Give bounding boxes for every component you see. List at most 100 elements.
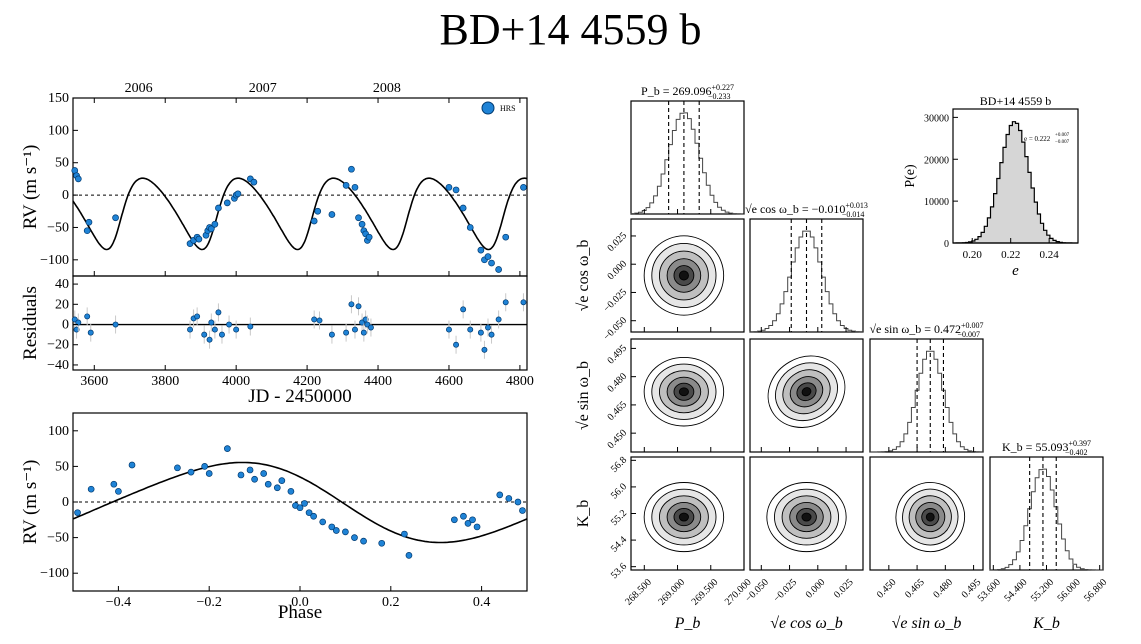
data-point xyxy=(445,183,453,191)
x-tick-label: 53.600 xyxy=(976,577,1003,604)
y-tick-label: 0 xyxy=(944,239,949,250)
y-tick-label: 10000 xyxy=(924,197,949,208)
y-tick-label: −50 xyxy=(47,220,69,235)
data-point xyxy=(328,523,336,531)
x-tick-label: 4600 xyxy=(435,374,463,389)
x-tick-label: −0.2 xyxy=(196,595,221,610)
data-point xyxy=(473,523,481,531)
data-point xyxy=(187,326,193,333)
data-point xyxy=(316,317,323,324)
y-tick-label: 20000 xyxy=(924,155,949,166)
data-point xyxy=(488,331,495,338)
data-point xyxy=(466,224,474,231)
posterior-title-lower: −0.402 xyxy=(1065,448,1088,457)
posterior-title: √e sin ω_b = 0.472+0.007 −0.007 xyxy=(869,321,983,339)
eccentricity-annotation-upper: +0.007 xyxy=(1055,133,1070,138)
x-tick-label: 56.800 xyxy=(1082,577,1109,604)
y-tick-label: 0.000 xyxy=(605,259,629,283)
data-point xyxy=(355,303,362,310)
x-tick-label: −0.025 xyxy=(772,577,800,605)
data-point xyxy=(223,199,231,207)
y-tick-label: 0.465 xyxy=(605,399,629,423)
rv-phase-ylabel: RV (m s⁻¹) xyxy=(20,460,41,545)
data-point xyxy=(348,165,355,173)
data-point xyxy=(477,329,484,336)
data-point xyxy=(378,539,386,547)
data-point xyxy=(401,530,408,538)
posterior-title-value: √e sin ω_b = 0.472 xyxy=(869,322,961,336)
corner-cell-frame xyxy=(749,338,864,453)
x-tick-label: 0.0 xyxy=(291,595,309,610)
year-label: 2006 xyxy=(125,81,153,96)
data-point xyxy=(224,445,231,452)
data-point xyxy=(328,331,335,338)
data-point xyxy=(495,316,502,323)
posterior-title-upper: +0.227 xyxy=(711,83,734,92)
data-point xyxy=(311,316,318,323)
corner-cell-frame xyxy=(869,338,984,453)
data-point xyxy=(477,246,485,254)
residuals-xlabel: JD - 2450000 xyxy=(248,386,351,407)
eccentricity-annotation-lower: −0.007 xyxy=(1055,140,1070,145)
y-tick-label: −0.025 xyxy=(601,287,629,315)
data-point xyxy=(460,306,467,313)
posterior-title: K_b = 55.093+0.397 −0.402 xyxy=(1002,439,1091,457)
y-tick-label: 20 xyxy=(55,297,69,312)
y-tick-label: −40 xyxy=(47,358,69,373)
data-point xyxy=(365,233,373,241)
y-tick-label: 30000 xyxy=(924,113,949,124)
y-tick-label: 50 xyxy=(55,156,69,171)
data-point xyxy=(205,470,213,477)
data-point xyxy=(110,480,118,488)
data-point xyxy=(314,207,322,215)
eccentricity-frame xyxy=(952,108,1079,244)
posterior-title-lower: −0.007 xyxy=(958,330,981,339)
data-point xyxy=(85,218,93,226)
y-tick-label: 54.4 xyxy=(609,534,629,554)
y-tick-label: 56.8 xyxy=(609,455,629,475)
x-tick-label: 3600 xyxy=(80,374,108,389)
data-point xyxy=(310,512,317,520)
data-point xyxy=(484,253,492,260)
corner-xlabel: K_b xyxy=(1032,615,1060,632)
data-point xyxy=(87,485,95,493)
rv-phase-xlabel: Phase xyxy=(278,602,322,623)
data-point xyxy=(485,324,491,331)
data-point xyxy=(328,211,336,218)
legend-label: HRS xyxy=(500,104,516,113)
data-point xyxy=(174,464,181,472)
model-curve xyxy=(72,461,528,544)
corner-cell-frame xyxy=(749,456,864,571)
data-point xyxy=(452,186,460,194)
data-point xyxy=(469,516,476,524)
posterior-title-value: √e cos ω_b = −0.010 xyxy=(745,202,845,216)
corner-xlabel: √e sin ω_b xyxy=(892,615,962,632)
data-point xyxy=(520,299,527,306)
eccentricity-histogram: 30000 20000 10000 0 0.20 0.22 0.24 BD+14 4559 b… xyxy=(903,94,1079,279)
posterior-title: P_b = 269.096+0.227 −0.233 xyxy=(641,83,734,101)
posterior-contour xyxy=(925,512,935,522)
data-point xyxy=(115,487,122,495)
x-tick-label: 0.450 xyxy=(875,577,899,601)
corner-cell-frame xyxy=(630,100,745,215)
data-point xyxy=(251,475,258,483)
data-point xyxy=(237,471,245,479)
posterior-histogram xyxy=(630,112,744,215)
eccentricity-xlabel: e xyxy=(1012,263,1019,279)
data-point xyxy=(451,516,458,524)
posterior-histogram xyxy=(989,468,1103,571)
data-point xyxy=(342,182,350,189)
eccentricity-ylabel: P(e) xyxy=(903,164,918,188)
data-point xyxy=(87,329,94,336)
posterior-contour xyxy=(801,512,812,522)
corner-ylabel: √e sin ω_b xyxy=(575,361,592,430)
corner-xlabel: √e cos ω_b xyxy=(770,615,843,632)
x-tick-label: 0.20 xyxy=(963,249,983,261)
data-point xyxy=(83,227,91,235)
posterior-contour xyxy=(801,387,812,397)
posterior-contour xyxy=(678,387,689,397)
data-point xyxy=(84,313,91,320)
x-tick-label: 56.000 xyxy=(1056,577,1083,604)
corner-cell-frame xyxy=(869,456,984,571)
data-point xyxy=(358,220,366,228)
